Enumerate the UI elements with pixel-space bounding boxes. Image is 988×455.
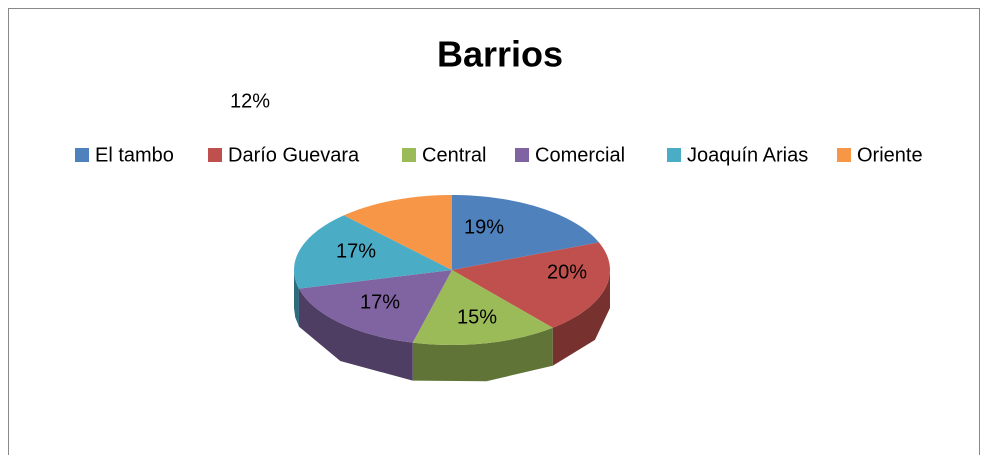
slice-side [412, 327, 553, 382]
legend-label: Darío Guevara [228, 144, 360, 166]
slice-side [294, 270, 299, 327]
slice [343, 195, 452, 270]
data-label: 19% [464, 216, 504, 238]
legend-swatch [837, 148, 851, 162]
slice-side [552, 270, 610, 366]
slice [298, 270, 452, 343]
legend-swatch [75, 148, 89, 162]
slice [294, 215, 452, 289]
legend-label: Oriente [857, 144, 923, 166]
slice [452, 195, 599, 270]
legend-label: El tambo [95, 144, 174, 166]
data-label: 15% [457, 306, 497, 328]
legend-swatch [667, 148, 681, 162]
legend-swatch [402, 148, 416, 162]
legend-label: Joaquín Arias [687, 144, 808, 166]
data-label: 12% [230, 90, 270, 112]
data-label: 20% [547, 261, 587, 283]
legend-label: Central [422, 144, 486, 166]
slice [412, 270, 553, 345]
slice [452, 242, 610, 328]
chart-title: Barrios [437, 34, 563, 75]
slice-side [298, 288, 413, 381]
legend-label: Comercial [535, 144, 625, 166]
legend-swatch [208, 148, 222, 162]
data-label: 17% [360, 291, 400, 313]
legend-swatch [515, 148, 529, 162]
data-label: 17% [336, 240, 376, 262]
